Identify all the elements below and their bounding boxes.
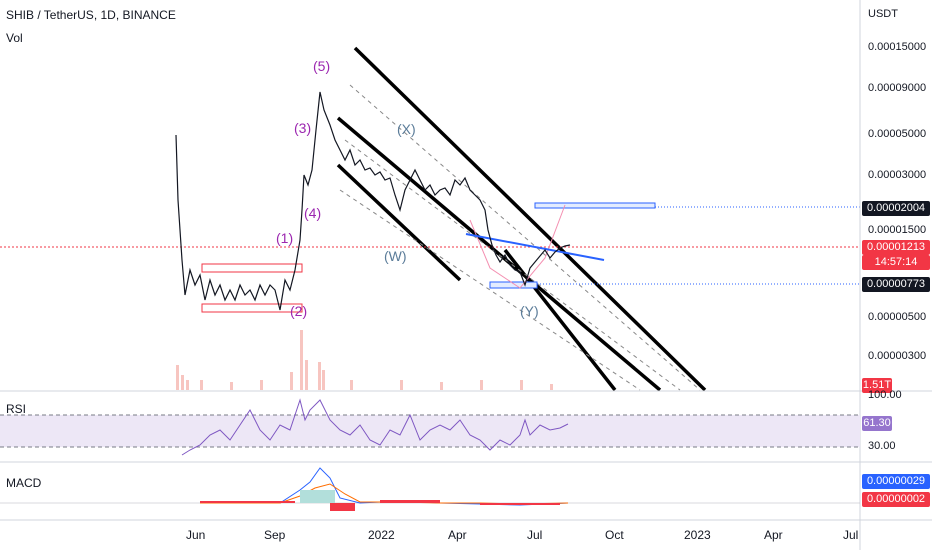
time-label: Apr	[764, 528, 783, 542]
support-price-tag: 0.00000773	[862, 277, 930, 292]
price-unit: USDT	[868, 8, 898, 20]
time-label: Oct	[605, 528, 624, 542]
rsi-label: RSI	[6, 402, 27, 416]
projection-path	[469, 204, 566, 289]
macd-line	[199, 467, 569, 506]
price-tick: 0.00000500	[868, 311, 927, 323]
wave-label-x[interactable]: (X)	[397, 121, 416, 137]
target-box[interactable]	[534, 202, 656, 209]
price-tick: 0.00003000	[868, 169, 927, 181]
macd-label: MACD	[6, 476, 42, 490]
time-label: Jun	[186, 528, 206, 542]
rsi-upper: 100.00	[868, 389, 902, 401]
time-label: Sep	[264, 528, 286, 542]
wave-label-w[interactable]: (W)	[384, 248, 407, 264]
time-label: Jul	[527, 528, 543, 542]
wave-label-2[interactable]: (2)	[290, 303, 308, 319]
time-label: Jul	[843, 528, 859, 542]
volume-bars	[176, 330, 553, 390]
macd-histogram	[200, 490, 560, 511]
time-label: Apr	[448, 528, 467, 542]
target-price-tag: 0.00002004	[862, 201, 930, 216]
symbol-title[interactable]: SHIB / TetherUS, 1D, BINANCE	[6, 8, 176, 22]
current-price-tag: 0.00001213	[862, 240, 930, 255]
price-tick: 0.00009000	[868, 82, 927, 94]
wave-label-1[interactable]: (1)	[276, 230, 294, 246]
volume-tag: 1.51T	[862, 378, 892, 393]
wave-label-3[interactable]: (3)	[294, 120, 312, 136]
range-box-top[interactable]	[201, 263, 303, 273]
macd-signal-tag: 0.00000002	[862, 492, 930, 507]
rsi-lower: 30.00	[868, 440, 896, 452]
macd-value-tag: 0.00000029	[862, 474, 930, 489]
support-box[interactable]	[489, 281, 538, 289]
wave-label-y[interactable]: (Y)	[520, 303, 539, 319]
countdown-tag: 14:57:14	[862, 255, 930, 270]
channel-lines[interactable]	[336, 46, 707, 392]
price-series	[175, 91, 571, 311]
wave-label-5[interactable]: (5)	[313, 58, 331, 74]
range-box-bottom[interactable]	[201, 303, 303, 313]
rsi-line	[181, 398, 569, 456]
price-tick: 0.00005000	[868, 128, 927, 140]
rsi-band	[0, 415, 860, 447]
price-tick: 0.00000300	[868, 350, 927, 362]
time-label: 2023	[684, 528, 711, 542]
volume-label: Vol	[6, 31, 23, 45]
rsi-value-tag: 61.30	[862, 416, 892, 431]
wave-label-4[interactable]: (4)	[304, 205, 322, 221]
trendline[interactable]	[465, 233, 605, 261]
price-tick: 0.00015000	[868, 41, 927, 53]
price-tick: 0.00001500	[868, 224, 927, 236]
time-label: 2022	[368, 528, 395, 542]
